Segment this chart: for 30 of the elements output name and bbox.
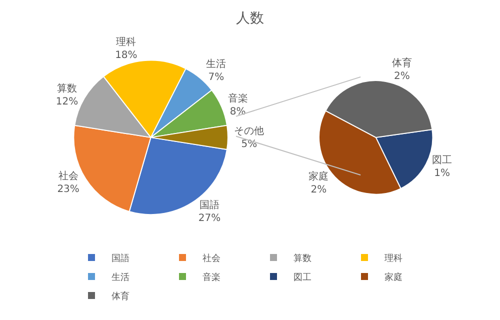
- slice-label: その他: [234, 124, 264, 137]
- legend-label: 生活: [112, 272, 130, 284]
- data-label: 5%: [241, 138, 258, 150]
- data-label: 18%: [115, 50, 138, 61]
- slice-label: 社会: [58, 170, 78, 182]
- slice-label: 音楽: [228, 92, 248, 104]
- legend-label: 算数: [294, 253, 312, 264]
- slice-label: 国語: [200, 198, 220, 211]
- legend-label: 体育: [112, 291, 130, 302]
- data-label: 2%: [394, 70, 410, 82]
- legend-label: 図工: [294, 273, 312, 284]
- slice-label: 体育: [392, 56, 412, 69]
- legend-label: 家庭: [384, 272, 402, 284]
- data-label: 23%: [57, 184, 80, 195]
- data-label: 7%: [208, 72, 224, 84]
- slice-label: 算数: [57, 82, 78, 94]
- data-label: 2%: [310, 184, 327, 196]
- legend-label: 国語: [112, 253, 130, 264]
- slice-label: 図工: [432, 154, 452, 166]
- slice-label: 生活: [206, 58, 226, 70]
- data-label: 27%: [198, 212, 221, 224]
- legend-label: 社会: [202, 253, 220, 264]
- chart-title: 人数: [236, 10, 264, 27]
- data-label: 8%: [230, 106, 246, 118]
- slice-label: 理科: [116, 36, 136, 48]
- legend-label: 理科: [384, 253, 402, 264]
- data-label: 12%: [56, 96, 78, 108]
- data-label: 1%: [434, 168, 450, 179]
- slice-label: 家庭: [308, 170, 329, 182]
- legend-label: 音楽: [202, 272, 220, 284]
